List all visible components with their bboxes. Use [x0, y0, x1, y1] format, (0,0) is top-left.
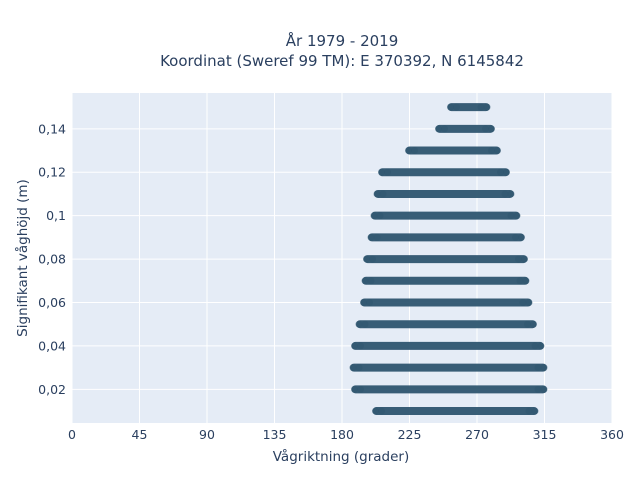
data-point	[366, 299, 373, 307]
data-point	[435, 125, 442, 133]
data-point	[351, 385, 358, 393]
data-point	[483, 103, 491, 111]
data-point	[534, 385, 542, 393]
data-band	[447, 103, 491, 112]
data-point	[405, 147, 412, 155]
data-point	[537, 342, 545, 350]
y-tick-label: 0,12	[38, 165, 66, 180]
data-point	[378, 168, 385, 176]
data-point	[513, 212, 521, 220]
data-point	[361, 277, 369, 285]
data-point	[384, 168, 391, 176]
data-point	[515, 255, 522, 263]
data-point	[411, 147, 418, 155]
data-band	[363, 255, 528, 264]
x-tick-label: 315	[533, 427, 557, 442]
data-point	[534, 364, 542, 372]
y-tick-label: 0,06	[38, 295, 66, 310]
data-point	[379, 190, 387, 198]
x-tick-label: 0	[68, 427, 76, 442]
data-point	[507, 212, 515, 220]
data-point	[521, 255, 528, 263]
data-band	[355, 320, 537, 329]
data-point	[355, 364, 363, 372]
data-point	[488, 125, 495, 133]
x-axis-ticks: 0 45 90 135 180 225 270 315 360	[68, 427, 624, 442]
data-point	[507, 190, 515, 198]
data-point	[525, 407, 533, 415]
data-band	[367, 233, 525, 242]
data-point	[540, 385, 548, 393]
data-point	[477, 103, 485, 111]
data-point	[519, 299, 527, 307]
data-point	[488, 147, 495, 155]
data-point	[376, 212, 384, 220]
data-point	[518, 233, 525, 241]
data-band	[351, 385, 548, 394]
data-point	[351, 342, 358, 350]
y-tick-label: 0,14	[38, 121, 66, 136]
x-tick-label: 45	[132, 427, 148, 442]
data-band	[351, 341, 545, 350]
data-point	[453, 103, 460, 111]
x-tick-label: 90	[199, 427, 215, 442]
data-band	[361, 276, 530, 285]
data-band	[372, 407, 539, 416]
y-tick-label: 0,1	[46, 208, 66, 223]
data-point	[531, 342, 539, 350]
data-point	[369, 255, 376, 263]
data-point	[525, 299, 533, 307]
data-point	[503, 168, 510, 176]
data-band	[373, 189, 515, 198]
y-tick-label: 0,08	[38, 252, 66, 267]
y-axis-title: Signifikant våghöjd (m)	[14, 179, 31, 337]
data-band	[360, 298, 533, 307]
data-point	[540, 364, 548, 372]
data-point	[370, 212, 378, 220]
x-tick-label: 180	[330, 427, 354, 442]
x-axis-title: Vågriktning (grader)	[273, 448, 410, 465]
data-point	[530, 320, 537, 328]
data-point	[516, 277, 524, 285]
x-tick-label: 225	[398, 427, 422, 442]
data-point	[512, 233, 519, 241]
data-point	[482, 125, 489, 133]
data-point	[497, 168, 504, 176]
data-band	[370, 211, 521, 220]
data-point	[357, 385, 364, 393]
y-axis-ticks: 0,02 0,04 0,06 0,08 0,1 0,12 0,14	[38, 121, 66, 397]
data-point	[367, 233, 375, 241]
data-point	[524, 320, 531, 328]
y-tick-label: 0,04	[38, 338, 66, 353]
data-band	[405, 146, 501, 155]
data-point	[522, 277, 530, 285]
data-band	[378, 168, 510, 177]
data-point	[367, 277, 375, 285]
data-point	[501, 190, 509, 198]
data-point	[372, 407, 379, 415]
x-tick-label: 270	[465, 427, 489, 442]
x-tick-label: 135	[263, 427, 287, 442]
y-tick-label: 0,02	[38, 382, 66, 397]
data-layer	[349, 103, 548, 416]
data-point	[447, 103, 454, 111]
data-point	[361, 320, 369, 328]
chart-title-line-1: År 1979 - 2019	[286, 31, 399, 50]
data-point	[363, 255, 370, 263]
data-band	[349, 363, 548, 372]
data-point	[494, 147, 501, 155]
data-point	[355, 320, 363, 328]
data-point	[360, 299, 367, 307]
data-point	[378, 407, 385, 415]
x-tick-label: 360	[600, 427, 624, 442]
data-point	[531, 407, 539, 415]
data-band	[435, 124, 495, 133]
data-point	[349, 364, 357, 372]
data-point	[373, 190, 381, 198]
data-point	[357, 342, 364, 350]
data-point	[373, 233, 381, 241]
chart-title-line-2: Koordinat (Sweref 99 TM): E 370392, N 61…	[160, 52, 524, 70]
data-point	[441, 125, 448, 133]
